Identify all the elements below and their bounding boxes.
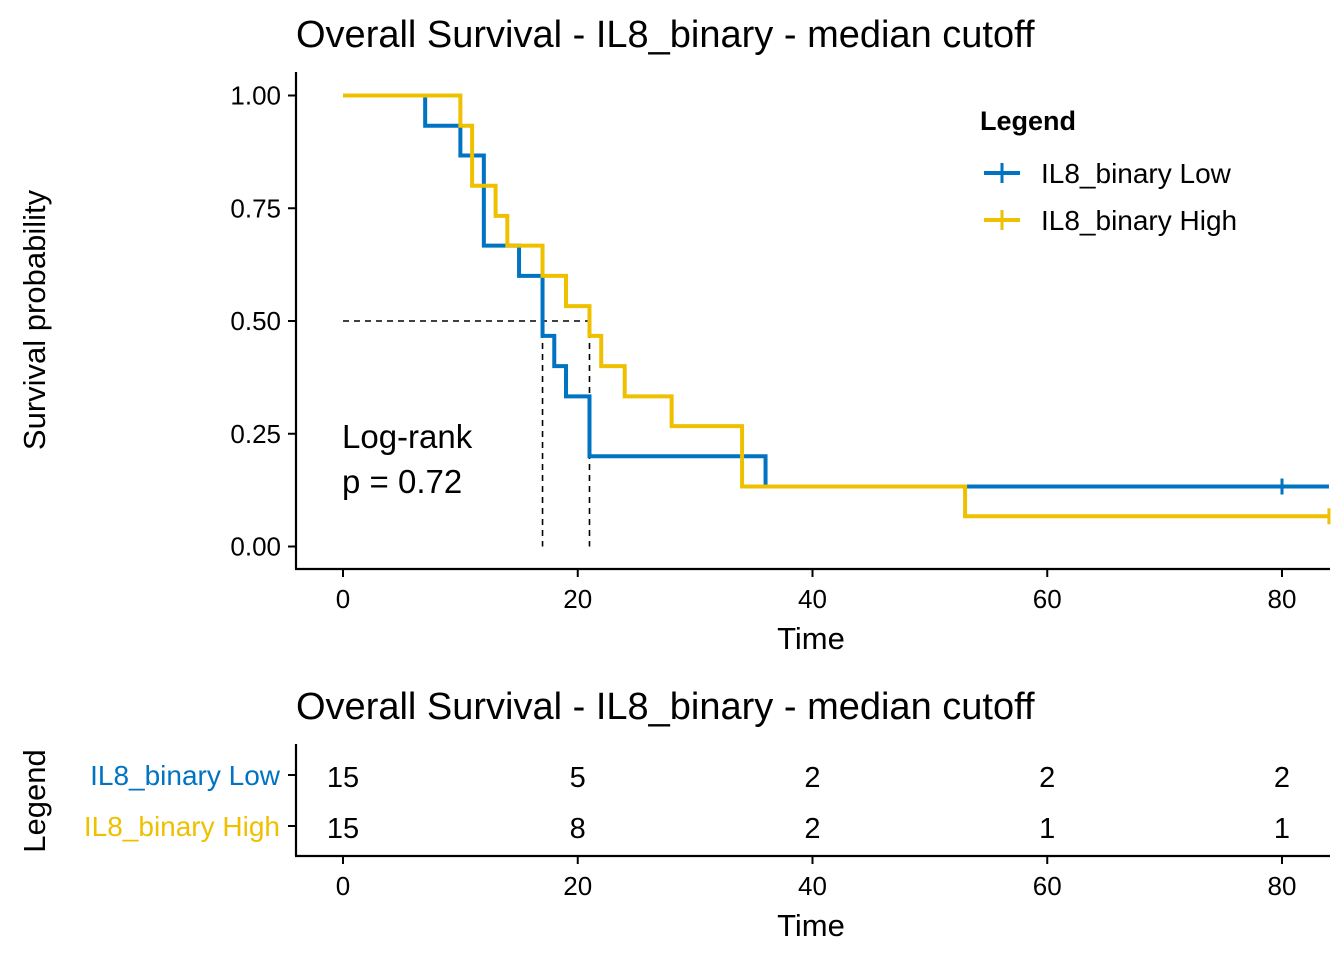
risk-x-tick-label: 80	[1268, 871, 1297, 901]
risk-table: Overall Survival - IL8_binary - median c…	[17, 686, 1330, 943]
risk-row-label-low: IL8_binary Low	[90, 760, 281, 791]
risk-count-high: 2	[804, 813, 820, 845]
km-y-tick-label: 0.50	[230, 306, 281, 336]
legend-title: Legend	[980, 106, 1076, 136]
risk-count-high: 15	[327, 813, 359, 845]
risk-count-low: 15	[327, 762, 359, 794]
survival-curves	[343, 93, 1331, 525]
km-x-tick-label: 40	[798, 584, 827, 614]
km-x-axis-title: Time	[777, 621, 845, 656]
km-x-tick-label: 20	[563, 584, 592, 614]
risk-count-high: 1	[1274, 813, 1290, 845]
survival-curve-high	[343, 93, 1329, 519]
risk-count-high: 8	[570, 813, 586, 845]
legend-item-low: IL8_binary Low	[984, 158, 1232, 189]
km-y-tick-label: 0.00	[230, 532, 281, 562]
risk-y-axis-title: Legend	[17, 749, 52, 852]
survival-curve-low	[343, 93, 1329, 489]
risk-count-high: 1	[1039, 813, 1055, 845]
risk-x-tick-label: 0	[336, 871, 350, 901]
risk-x-axis-title: Time	[777, 908, 845, 943]
km-x-ticks: 0 20 40 60 80	[336, 569, 1297, 614]
risk-count-low: 2	[804, 762, 820, 794]
legend-item-high: IL8_binary High	[984, 205, 1237, 236]
km-x-tick-label: 60	[1033, 584, 1062, 614]
km-y-ticks: 0.00 0.25 0.50 0.75 1.00	[230, 81, 296, 562]
legend: Legend IL8_binary Low IL8_binary High	[980, 106, 1237, 236]
logrank-label: Log-rank	[342, 418, 473, 455]
risk-count-low: 2	[1274, 762, 1290, 794]
legend-label-low: IL8_binary Low	[1041, 158, 1232, 189]
risk-table-title: Overall Survival - IL8_binary - median c…	[296, 686, 1035, 728]
km-y-tick-label: 0.75	[230, 193, 281, 223]
risk-x-ticks: 0 20 40 60 80	[336, 856, 1297, 901]
km-y-axis-title: Survival probability	[17, 189, 52, 450]
risk-count-low: 5	[570, 762, 586, 794]
risk-x-tick-label: 20	[563, 871, 592, 901]
risk-x-tick-label: 60	[1033, 871, 1062, 901]
km-x-tick-label: 0	[336, 584, 350, 614]
km-plot: Overall Survival - IL8_binary - median c…	[17, 14, 1331, 656]
legend-label-high: IL8_binary High	[1041, 205, 1237, 236]
km-y-tick-label: 1.00	[230, 81, 281, 111]
logrank-p-value: p = 0.72	[342, 463, 462, 500]
km-x-tick-label: 80	[1268, 584, 1297, 614]
risk-x-tick-label: 40	[798, 871, 827, 901]
risk-row-label-high: IL8_binary High	[84, 811, 280, 842]
km-y-tick-label: 0.25	[230, 419, 281, 449]
risk-rows: IL8_binary Low 15 5 2 2 2 IL8_binary High 15 8 2 1…	[84, 760, 1290, 845]
risk-count-low: 2	[1039, 762, 1055, 794]
km-plot-title: Overall Survival - IL8_binary - median c…	[296, 14, 1035, 56]
